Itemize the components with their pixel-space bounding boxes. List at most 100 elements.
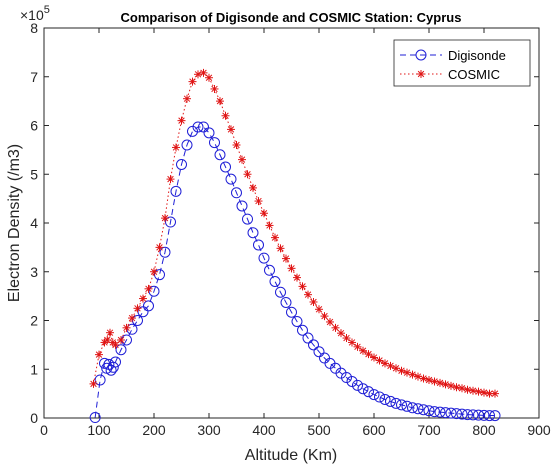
data-point-cosmic (282, 254, 290, 263)
y-tick-label: 1 (30, 361, 38, 377)
y-tick-label: 2 (30, 313, 38, 329)
data-point-cosmic (315, 305, 323, 314)
star-stroke (161, 214, 169, 222)
data-point-digisonde (253, 239, 264, 251)
star-stroke (128, 314, 136, 322)
data-point-cosmic (304, 290, 312, 299)
star-stroke (315, 306, 323, 313)
data-point-cosmic (287, 264, 296, 273)
data-point-digisonde (220, 161, 231, 173)
x-tick-label: 700 (417, 422, 441, 438)
star-stroke (222, 112, 229, 119)
data-point-cosmic (128, 314, 136, 323)
data-point-digisonde (247, 227, 259, 239)
data-point-cosmic (408, 370, 417, 379)
data-point-digisonde (170, 185, 182, 197)
data-point-cosmic (364, 350, 373, 359)
legend: Digisonde COSMIC (393, 39, 531, 87)
data-point-digisonde (429, 406, 440, 418)
star-stroke (326, 318, 334, 326)
legend-star-glyph (417, 70, 425, 78)
data-point-cosmic (298, 282, 307, 291)
data-point-digisonde (192, 121, 204, 133)
data-point-cosmic (337, 329, 345, 338)
data-point-cosmic (177, 116, 186, 125)
data-point-digisonde (335, 367, 347, 379)
star-stroke (310, 298, 317, 306)
star-stroke (277, 245, 284, 252)
star-stroke (227, 126, 235, 133)
data-point-cosmic (491, 389, 499, 398)
x-tick-label: 600 (362, 422, 386, 438)
star-stroke (332, 324, 339, 332)
star-stroke (211, 85, 218, 93)
star-stroke (387, 362, 394, 370)
data-point-cosmic (414, 372, 422, 381)
data-point-digisonde (302, 332, 314, 344)
data-point-cosmic (139, 294, 147, 303)
data-point-digisonde (280, 296, 292, 308)
data-point-cosmic (320, 312, 329, 321)
data-point-cosmic (265, 221, 274, 230)
data-point-cosmic (436, 378, 444, 387)
star-stroke (260, 210, 268, 217)
data-point-cosmic (210, 84, 219, 93)
star-stroke (112, 341, 119, 349)
star-stroke (156, 244, 163, 251)
legend-swatch-cosmic-marker (417, 70, 425, 78)
data-point-cosmic (397, 366, 406, 375)
y-tick-label: 0 (30, 410, 38, 426)
data-point-digisonde (308, 339, 319, 351)
star-stroke (117, 336, 125, 344)
data-point-cosmic (458, 384, 466, 393)
star-stroke (486, 390, 493, 397)
data-point-cosmic (447, 381, 455, 390)
data-point-digisonde (434, 406, 446, 418)
data-point-digisonde (357, 383, 369, 395)
data-point-cosmic (249, 183, 257, 192)
data-point-digisonde (478, 409, 490, 421)
y-tick-label: 6 (30, 118, 38, 134)
star-stroke (321, 312, 328, 320)
x-tick-label: 300 (197, 422, 221, 438)
data-point-cosmic (199, 68, 208, 77)
legend-label-cosmic: COSMIC (448, 67, 500, 82)
star-stroke (376, 357, 383, 364)
data-point-digisonde (231, 187, 242, 199)
data-point-digisonde (451, 408, 462, 420)
data-point-cosmic (232, 141, 241, 149)
data-point-digisonde (341, 372, 352, 384)
data-point-cosmic (166, 175, 175, 184)
star-stroke (381, 360, 389, 367)
star-stroke (282, 255, 290, 262)
star-stroke (189, 78, 196, 85)
data-point-cosmic (155, 243, 164, 252)
data-point-digisonde (456, 408, 468, 420)
y-tick-label: 3 (30, 264, 38, 280)
data-point-cosmic (348, 338, 356, 347)
data-point-cosmic (111, 340, 120, 349)
star-stroke (491, 390, 499, 397)
data-point-digisonde (346, 375, 358, 387)
star-stroke (431, 378, 438, 385)
data-point-cosmic (254, 197, 263, 206)
data-point-digisonde (423, 405, 435, 417)
star-stroke (249, 184, 257, 192)
star-stroke (238, 156, 246, 163)
data-point-cosmic (370, 353, 378, 362)
legend-entry-digisonde: Digisonde (400, 48, 506, 63)
data-point-cosmic (353, 342, 362, 351)
data-point-cosmic (463, 385, 472, 394)
x-tick-label: 800 (472, 422, 496, 438)
data-point-cosmic (221, 111, 230, 120)
data-point-digisonde (286, 306, 297, 318)
x-axis-label: Altitude (Km) (245, 447, 337, 464)
data-point-digisonde (368, 389, 380, 401)
y-tick-label: 8 (30, 20, 38, 36)
data-point-digisonde (467, 409, 479, 421)
data-point-digisonde (473, 409, 484, 421)
data-point-cosmic (205, 73, 213, 82)
star-stroke (178, 117, 185, 124)
y-tick-label: 4 (30, 215, 38, 231)
data-point-digisonde (89, 412, 101, 424)
